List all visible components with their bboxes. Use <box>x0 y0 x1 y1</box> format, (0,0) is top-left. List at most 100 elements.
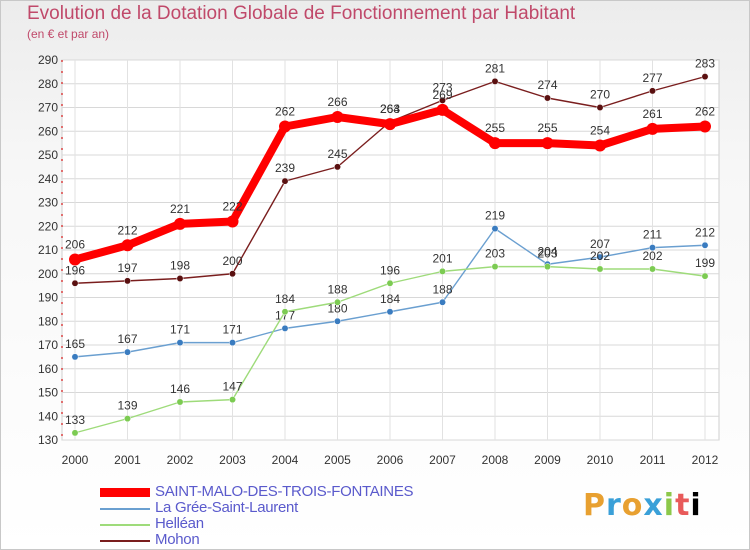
x-tick-label: 2006 <box>377 453 404 467</box>
data-point <box>541 137 554 150</box>
y-tick-label: 170 <box>38 338 58 352</box>
data-label: 203 <box>485 247 505 261</box>
data-label: 188 <box>432 282 452 296</box>
data-point <box>649 265 656 273</box>
data-label: 269 <box>432 88 452 102</box>
series-mohon: 196 197 198 200 239 245 264 273 281 274 270 277 283 <box>65 57 715 287</box>
data-point <box>176 275 184 282</box>
legend-label: Mohon <box>155 531 200 548</box>
data-label: 222 <box>222 200 242 214</box>
data-point <box>226 215 239 228</box>
x-tick-label: 2005 <box>324 453 351 467</box>
data-label: 206 <box>65 238 85 252</box>
data-label: 204 <box>537 244 557 258</box>
x-tick-label: 2003 <box>219 453 246 467</box>
data-label: 180 <box>327 301 347 315</box>
data-label: 261 <box>642 107 662 121</box>
x-tick-label: 2009 <box>534 453 561 467</box>
data-label: 277 <box>642 71 662 85</box>
data-point <box>596 265 604 273</box>
y-tick-label: 220 <box>38 219 58 233</box>
data-point <box>439 96 446 104</box>
data-point <box>279 120 291 133</box>
data-label: 200 <box>222 254 242 268</box>
data-label: 146 <box>170 382 190 396</box>
y-tick-label: 180 <box>38 314 58 328</box>
y-tick-label: 160 <box>38 362 58 376</box>
data-label: 165 <box>65 337 85 351</box>
data-label: 274 <box>537 78 557 92</box>
data-label: 184 <box>380 292 400 306</box>
data-point <box>176 339 184 347</box>
data-label: 171 <box>170 323 190 337</box>
y-tick-label: 210 <box>38 243 58 257</box>
data-point <box>124 348 131 356</box>
data-point <box>229 396 236 404</box>
data-label: 283 <box>695 57 715 71</box>
data-label: 263 <box>380 102 400 116</box>
data-label: 281 <box>485 61 505 75</box>
data-label: 212 <box>117 223 137 237</box>
y-tick-label: 230 <box>38 196 58 210</box>
data-point <box>124 415 131 423</box>
data-label: 199 <box>695 256 715 270</box>
data-label: 147 <box>222 380 242 394</box>
legend-label: La Grée-Saint-Laurent <box>155 499 298 516</box>
data-point <box>699 120 711 133</box>
data-label: 167 <box>117 332 137 346</box>
logo-letter: o <box>621 488 644 523</box>
data-point <box>281 177 289 185</box>
data-label: 266 <box>327 95 347 109</box>
data-label: 184 <box>275 292 295 306</box>
data-label: 139 <box>117 399 137 413</box>
data-label: 188 <box>327 282 347 296</box>
legend-label: SAINT-MALO-DES-TROIS-FONTAINES <box>155 483 414 500</box>
data-point <box>71 429 79 437</box>
data-label: 171 <box>222 323 242 337</box>
data-point <box>229 339 236 347</box>
data-point <box>439 267 446 275</box>
x-tick-label: 2008 <box>482 453 509 467</box>
data-label: 211 <box>643 228 662 242</box>
data-label: 197 <box>117 261 137 275</box>
legend-swatch <box>100 524 150 526</box>
chart-subtitle: (en € et par an) <box>27 27 110 41</box>
proxiti-logo: Proxiti <box>583 488 702 523</box>
data-point <box>281 308 289 316</box>
data-point <box>436 103 449 116</box>
data-label: 221 <box>170 202 190 216</box>
data-point <box>174 217 186 230</box>
data-label: 239 <box>275 161 295 175</box>
data-point <box>334 317 341 325</box>
chart-title: Evolution de la Dotation Globale de Fonc… <box>27 3 576 24</box>
data-label: 245 <box>327 147 347 161</box>
y-tick-label: 280 <box>38 77 58 91</box>
data-point <box>121 239 134 252</box>
y-tick-label: 130 <box>38 433 58 447</box>
legend-swatch <box>100 488 150 497</box>
x-tick-label: 2004 <box>272 453 299 467</box>
data-point <box>489 137 501 150</box>
data-label: 196 <box>380 263 400 277</box>
data-point <box>491 225 499 233</box>
data-point <box>491 263 499 271</box>
logo-letter: P <box>583 488 606 523</box>
data-point <box>71 353 79 361</box>
legend-label: Helléan <box>155 515 204 532</box>
data-point <box>649 244 656 252</box>
data-label: 207 <box>590 237 610 251</box>
data-point <box>386 308 394 316</box>
data-point <box>701 241 709 249</box>
data-point <box>491 77 499 85</box>
data-point <box>334 163 341 171</box>
x-tick-label: 2002 <box>167 453 194 467</box>
data-point <box>594 139 606 152</box>
data-point <box>331 111 344 123</box>
logo-letter: t <box>675 488 691 523</box>
data-label: 202 <box>590 249 610 263</box>
data-label: 203 <box>537 247 557 261</box>
data-point <box>544 94 551 102</box>
y-tick-label: 250 <box>38 148 58 162</box>
